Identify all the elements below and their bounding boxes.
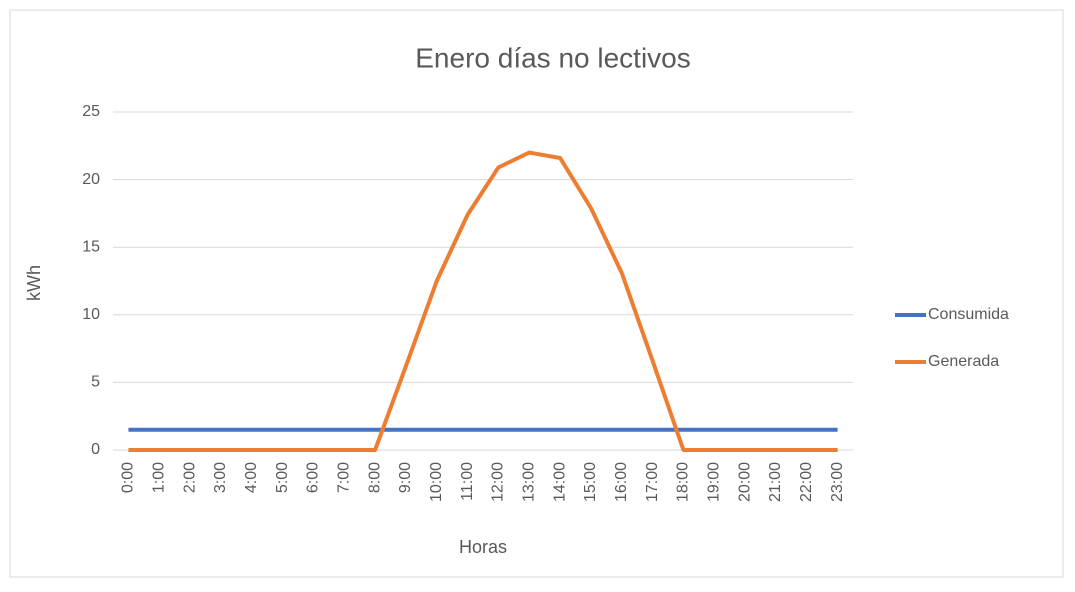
y-tick-label: 5	[91, 374, 100, 391]
x-tick-label: 13:00	[520, 462, 537, 502]
x-tick-label: 1:00	[150, 462, 167, 493]
x-tick-label: 6:00	[305, 462, 322, 493]
x-tick-label: 21:00	[767, 462, 784, 502]
y-tick-label: 15	[82, 238, 100, 255]
chart-border	[9, 9, 1064, 578]
x-tick-label: 0:00	[120, 462, 137, 493]
x-tick-label: 17:00	[644, 462, 661, 502]
y-tick-label: 0	[91, 441, 100, 458]
series-line	[128, 150, 838, 452]
x-tick-label: 14:00	[551, 462, 568, 502]
x-tick-label: 3:00	[212, 462, 229, 493]
chart-title: Enero días no lectivos	[415, 42, 691, 73]
x-tick-label: 23:00	[829, 462, 846, 502]
x-axis-label: Horas	[459, 537, 507, 557]
x-tick-label: 16:00	[613, 462, 630, 502]
y-tick-label: 10	[82, 306, 100, 323]
x-tick-label: 20:00	[736, 462, 753, 502]
y-tick-label: 20	[82, 171, 100, 188]
y-tick-label: 25	[82, 103, 100, 120]
legend-label: Generada	[928, 353, 999, 370]
x-tick-label: 12:00	[490, 462, 507, 502]
x-tick-label: 9:00	[397, 462, 414, 493]
x-tick-label: 22:00	[798, 462, 815, 502]
x-tick-label: 11:00	[459, 462, 476, 501]
x-tick-label: 2:00	[181, 462, 198, 493]
x-tick-label: 10:00	[428, 462, 445, 502]
x-tick-label: 19:00	[705, 462, 722, 502]
y-axis-label: kWh	[24, 265, 44, 301]
x-tick-label: 4:00	[243, 462, 260, 493]
x-tick-label: 15:00	[582, 462, 599, 502]
x-tick-label: 5:00	[274, 462, 291, 493]
x-tick-label: 8:00	[366, 462, 383, 493]
legend-label: Consumida	[928, 306, 1009, 323]
x-tick-label: 7:00	[335, 462, 352, 493]
x-tick-label: 18:00	[675, 462, 692, 502]
